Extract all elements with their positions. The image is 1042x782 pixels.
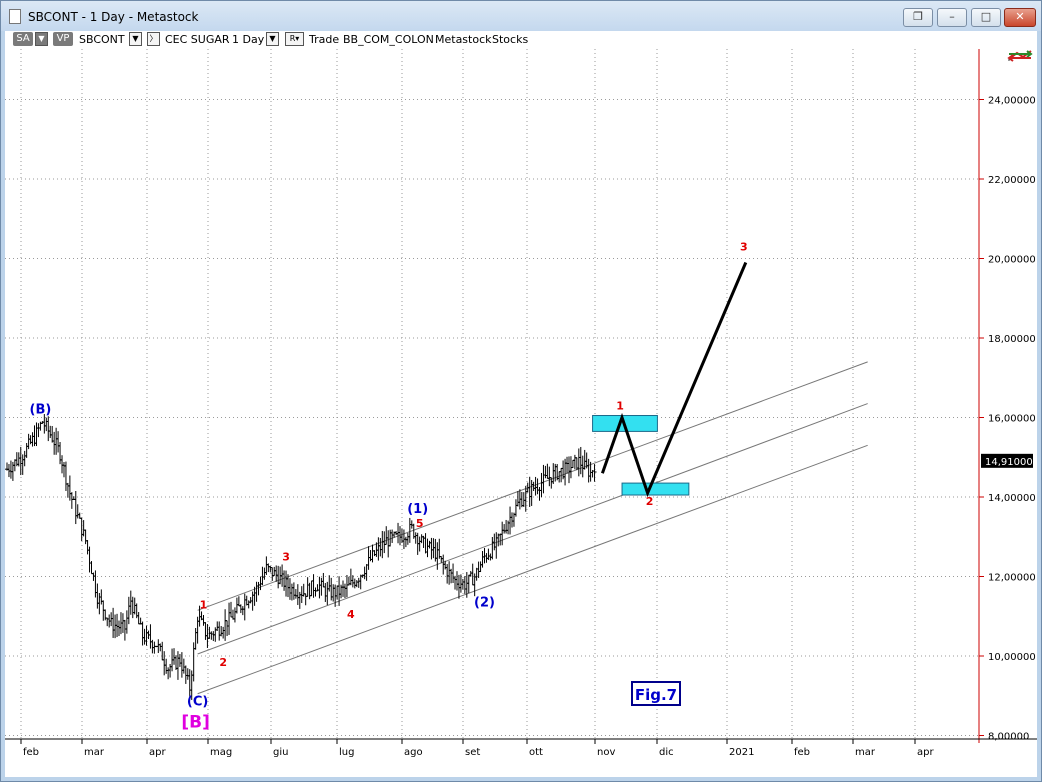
channel-line bbox=[197, 444, 868, 695]
wave-label: 4 bbox=[347, 608, 355, 621]
time-tick-label: mag bbox=[210, 747, 232, 758]
time-tick-label: nov bbox=[597, 747, 615, 758]
price-tick-label: 18,00000 bbox=[988, 334, 1036, 345]
time-tick-label: giu bbox=[273, 747, 288, 758]
time-tick-label: ago bbox=[404, 747, 423, 758]
price-tick-label: 22,00000 bbox=[988, 175, 1036, 186]
projection-line bbox=[600, 261, 748, 498]
wave-label: (C) bbox=[187, 695, 208, 710]
projection-path bbox=[600, 261, 748, 498]
wave-label: 2 bbox=[646, 495, 654, 508]
symbol-dropdown-icon[interactable]: ▼ bbox=[129, 32, 142, 46]
timeframe-label: 1 Day bbox=[232, 33, 265, 46]
time-tick-label: feb bbox=[23, 747, 39, 758]
timeframe-dropdown-icon[interactable]: ▼ bbox=[266, 32, 279, 46]
time-tick-label: 2021 bbox=[729, 747, 754, 758]
price-tick-label: 24,00000 bbox=[988, 96, 1036, 107]
figure-label: Fig.7 bbox=[635, 686, 677, 704]
figure-annotation: Fig.7 bbox=[631, 681, 681, 706]
price-tick-label: 12,00000 bbox=[988, 573, 1036, 584]
price-chart[interactable]: (B) (C) [B] 1 2 3 4 5(1) (2) 1 2 3 8,00000 10,00000 1… bbox=[5, 49, 1037, 777]
time-tick-label: apr bbox=[149, 747, 166, 758]
title-bar[interactable]: SBCONT - 1 Day - Metastock ❐ – □ ✕ bbox=[1, 1, 1041, 31]
wave-label: 3 bbox=[740, 241, 748, 254]
wave-label: (2) bbox=[474, 595, 495, 610]
document-icon bbox=[9, 9, 21, 24]
category-label: Stocks bbox=[492, 33, 529, 46]
price-tick-label: 16,00000 bbox=[988, 414, 1036, 425]
close-button[interactable]: ✕ bbox=[1004, 8, 1036, 27]
price-tick-label: 10,00000 bbox=[988, 652, 1036, 663]
time-tick-label: set bbox=[465, 747, 480, 758]
minimize-button[interactable]: – bbox=[937, 8, 967, 27]
price-tick-label: 14,00000 bbox=[988, 493, 1036, 504]
time-tick-label: mar bbox=[84, 747, 105, 758]
trend-channel bbox=[197, 361, 868, 695]
time-tick-label: lug bbox=[339, 747, 354, 758]
last-price-label: 14,91000 bbox=[985, 457, 1033, 468]
wave-label: [B] bbox=[181, 713, 210, 733]
maximize-button[interactable]: □ bbox=[971, 8, 1001, 27]
time-tick-label: feb bbox=[794, 747, 810, 758]
wave-label: 1 bbox=[200, 598, 208, 611]
time-tick-label: dic bbox=[659, 747, 674, 758]
chart-background bbox=[5, 49, 1037, 777]
sa-dropdown-icon[interactable]: ▼ bbox=[35, 32, 48, 46]
wave-label: 3 bbox=[282, 551, 290, 564]
trade-link[interactable]: Trade bbox=[309, 33, 340, 46]
vp-button[interactable]: VP bbox=[53, 32, 73, 46]
instrument-info-icon[interactable]: 〉 bbox=[147, 32, 160, 46]
instrument-name: CEC SUGAR bbox=[165, 33, 230, 46]
wave-label: 2 bbox=[219, 656, 227, 669]
symbol-label: SBCONT bbox=[79, 33, 125, 46]
window-title: SBCONT - 1 Day - Metastock bbox=[28, 10, 199, 24]
target-zone-box bbox=[621, 482, 690, 496]
price-axis: 8,00000 10,00000 12,00000 14,00000 16,00000 1… bbox=[978, 49, 1036, 743]
channel-line bbox=[197, 361, 868, 611]
time-tick-label: apr bbox=[917, 747, 934, 758]
chart-toolbar: SA ▼ VP SBCONT ▼ 〉 CEC SUGAR 1 Day ▼ R▾ … bbox=[5, 31, 1037, 49]
crosshair-arrows-icon[interactable] bbox=[1007, 50, 1033, 62]
price-tick-label: 20,00000 bbox=[988, 255, 1036, 266]
wave-label: 1 bbox=[616, 400, 624, 413]
wave-label: 5 bbox=[416, 517, 424, 530]
time-tick-label: mar bbox=[855, 747, 876, 758]
price-bars bbox=[5, 414, 597, 700]
sa-button[interactable]: SA bbox=[13, 32, 33, 46]
price-tick-label: 8,00000 bbox=[988, 732, 1029, 743]
wave-label: (1) bbox=[407, 502, 428, 517]
wave-label: (B) bbox=[30, 403, 52, 418]
gridlines bbox=[5, 49, 979, 739]
r-menu-button[interactable]: R▾ bbox=[285, 32, 304, 46]
r-menu-label: R bbox=[289, 34, 296, 43]
channel-line bbox=[197, 403, 868, 655]
time-tick-label: ott bbox=[529, 747, 543, 758]
last-price-badge bbox=[981, 453, 1033, 468]
provider-label: Metastock bbox=[435, 33, 492, 46]
wave-labels: (B) (C) [B] 1 2 3 4 5(1) (2) 1 2 3 bbox=[30, 241, 748, 733]
source-label: BB_COM_COLON bbox=[343, 33, 434, 46]
tile-windows-button[interactable]: ❐ bbox=[903, 8, 933, 27]
time-axis: feb mar apr mag giu lug ago set ott nov dic 2021 feb… bbox=[5, 738, 1037, 758]
